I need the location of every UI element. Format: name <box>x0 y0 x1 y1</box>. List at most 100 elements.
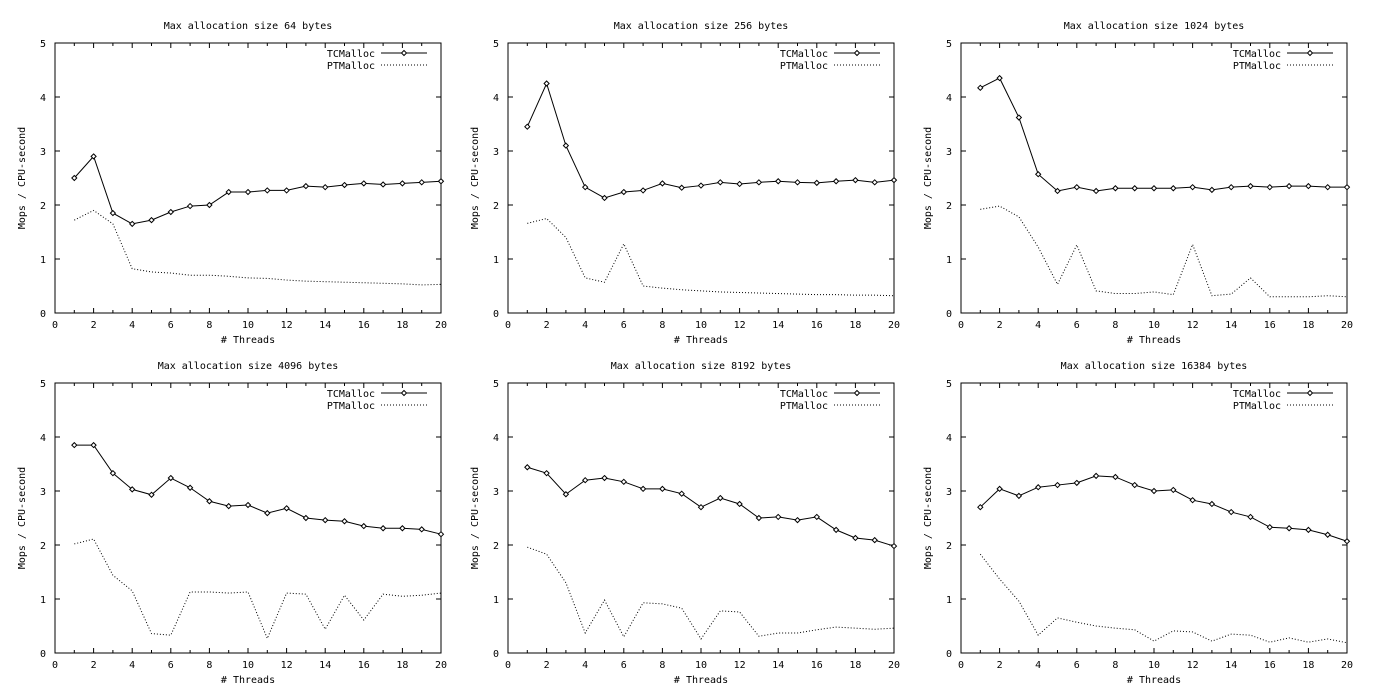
y-axis-label: Mops / CPU-second <box>470 127 481 229</box>
y-axis-label: Mops / CPU-second <box>470 467 481 569</box>
data-point <box>736 500 743 508</box>
y-axis-label: Mops / CPU-second <box>17 127 28 229</box>
data-point <box>832 526 840 534</box>
data-point <box>996 485 1003 493</box>
data-point <box>620 188 628 196</box>
x-tick-label: 6 <box>168 660 174 671</box>
y-tick-label: 3 <box>493 147 499 158</box>
y-tick-label: 0 <box>493 649 499 660</box>
data-point <box>977 503 984 511</box>
data-point <box>562 142 570 149</box>
data-point <box>418 179 425 186</box>
y-tick-label: 2 <box>946 541 952 552</box>
x-tick-label: 14 <box>772 660 784 671</box>
x-tick-label: 20 <box>1341 660 1353 671</box>
data-point <box>543 469 550 477</box>
data-point <box>148 491 155 498</box>
data-point <box>581 476 589 484</box>
legend-marker <box>400 49 408 57</box>
legend-marker <box>853 389 861 397</box>
data-point <box>1266 183 1274 191</box>
y-tick-label: 2 <box>40 541 46 552</box>
x-tick-label: 14 <box>1225 320 1237 331</box>
y-tick-label: 5 <box>493 39 499 50</box>
y-tick-label: 5 <box>493 379 499 390</box>
data-point <box>774 178 782 185</box>
series-line-ptmalloc <box>74 538 442 640</box>
chart-title: Max allocation size 8192 bytes <box>611 361 792 372</box>
data-point <box>379 181 387 188</box>
x-tick-label: 6 <box>621 320 627 331</box>
x-axis-label: # Threads <box>1127 335 1181 346</box>
data-point <box>128 486 136 493</box>
data-point <box>418 526 425 533</box>
data-point <box>283 505 290 512</box>
x-tick-label: 10 <box>1148 660 1160 671</box>
x-tick-label: 8 <box>206 320 212 331</box>
data-point <box>601 474 608 482</box>
data-point <box>890 176 898 184</box>
data-point <box>109 209 117 217</box>
data-point <box>678 490 685 497</box>
chart-title: Max allocation size 16384 bytes <box>1061 361 1248 372</box>
data-point <box>109 469 117 477</box>
data-point <box>852 534 859 542</box>
x-tick-label: 20 <box>1341 320 1353 331</box>
data-point <box>543 80 550 87</box>
x-tick-label: 4 <box>1035 320 1041 331</box>
data-point <box>1112 473 1119 481</box>
series-line-tcmalloc <box>527 466 895 547</box>
data-point <box>1150 185 1158 192</box>
y-tick-label: 1 <box>493 595 499 606</box>
data-point <box>399 525 406 532</box>
data-point <box>1208 500 1216 508</box>
data-point <box>794 516 801 524</box>
x-tick-label: 8 <box>659 660 665 671</box>
x-tick-label: 0 <box>958 660 964 671</box>
y-axis-label: Mops / CPU-second <box>17 467 28 569</box>
data-point <box>1015 492 1023 500</box>
legend-label: PTMalloc <box>327 401 375 412</box>
y-tick-label: 3 <box>946 147 952 158</box>
series-line-ptmalloc <box>980 205 1348 298</box>
x-axis-label: # Threads <box>674 675 728 686</box>
x-tick-label: 16 <box>358 320 370 331</box>
data-point <box>639 485 647 493</box>
data-point <box>601 194 608 202</box>
data-point <box>1247 182 1254 190</box>
legend-label: TCMalloc <box>780 49 828 60</box>
x-tick-label: 16 <box>1264 320 1276 331</box>
x-tick-label: 20 <box>435 320 447 331</box>
x-tick-label: 18 <box>1302 660 1314 671</box>
x-tick-label: 12 <box>734 320 746 331</box>
data-point <box>562 491 570 498</box>
legend-marker <box>853 49 861 57</box>
y-tick-label: 1 <box>493 255 499 266</box>
x-tick-label: 20 <box>888 660 900 671</box>
x-tick-label: 4 <box>582 320 588 331</box>
data-point <box>1343 538 1351 545</box>
legend-label: PTMalloc <box>780 61 828 72</box>
series-line-ptmalloc <box>74 209 442 286</box>
data-point <box>264 509 271 517</box>
data-point <box>717 494 724 502</box>
legend-label: PTMalloc <box>1233 401 1281 412</box>
data-point <box>1034 484 1042 491</box>
x-axis-label: # Threads <box>1127 675 1181 686</box>
x-axis-label: # Threads <box>674 335 728 346</box>
data-point <box>1112 185 1119 192</box>
y-tick-label: 4 <box>493 433 499 444</box>
data-point <box>736 180 743 188</box>
x-tick-label: 18 <box>1302 320 1314 331</box>
plot-frame <box>507 382 895 654</box>
x-tick-label: 2 <box>544 320 550 331</box>
data-point <box>755 514 763 522</box>
y-tick-label: 0 <box>946 649 952 660</box>
data-point <box>1073 183 1081 191</box>
data-point <box>360 522 368 530</box>
data-point <box>244 188 252 196</box>
legend-marker <box>1306 49 1314 57</box>
data-point <box>90 153 97 160</box>
